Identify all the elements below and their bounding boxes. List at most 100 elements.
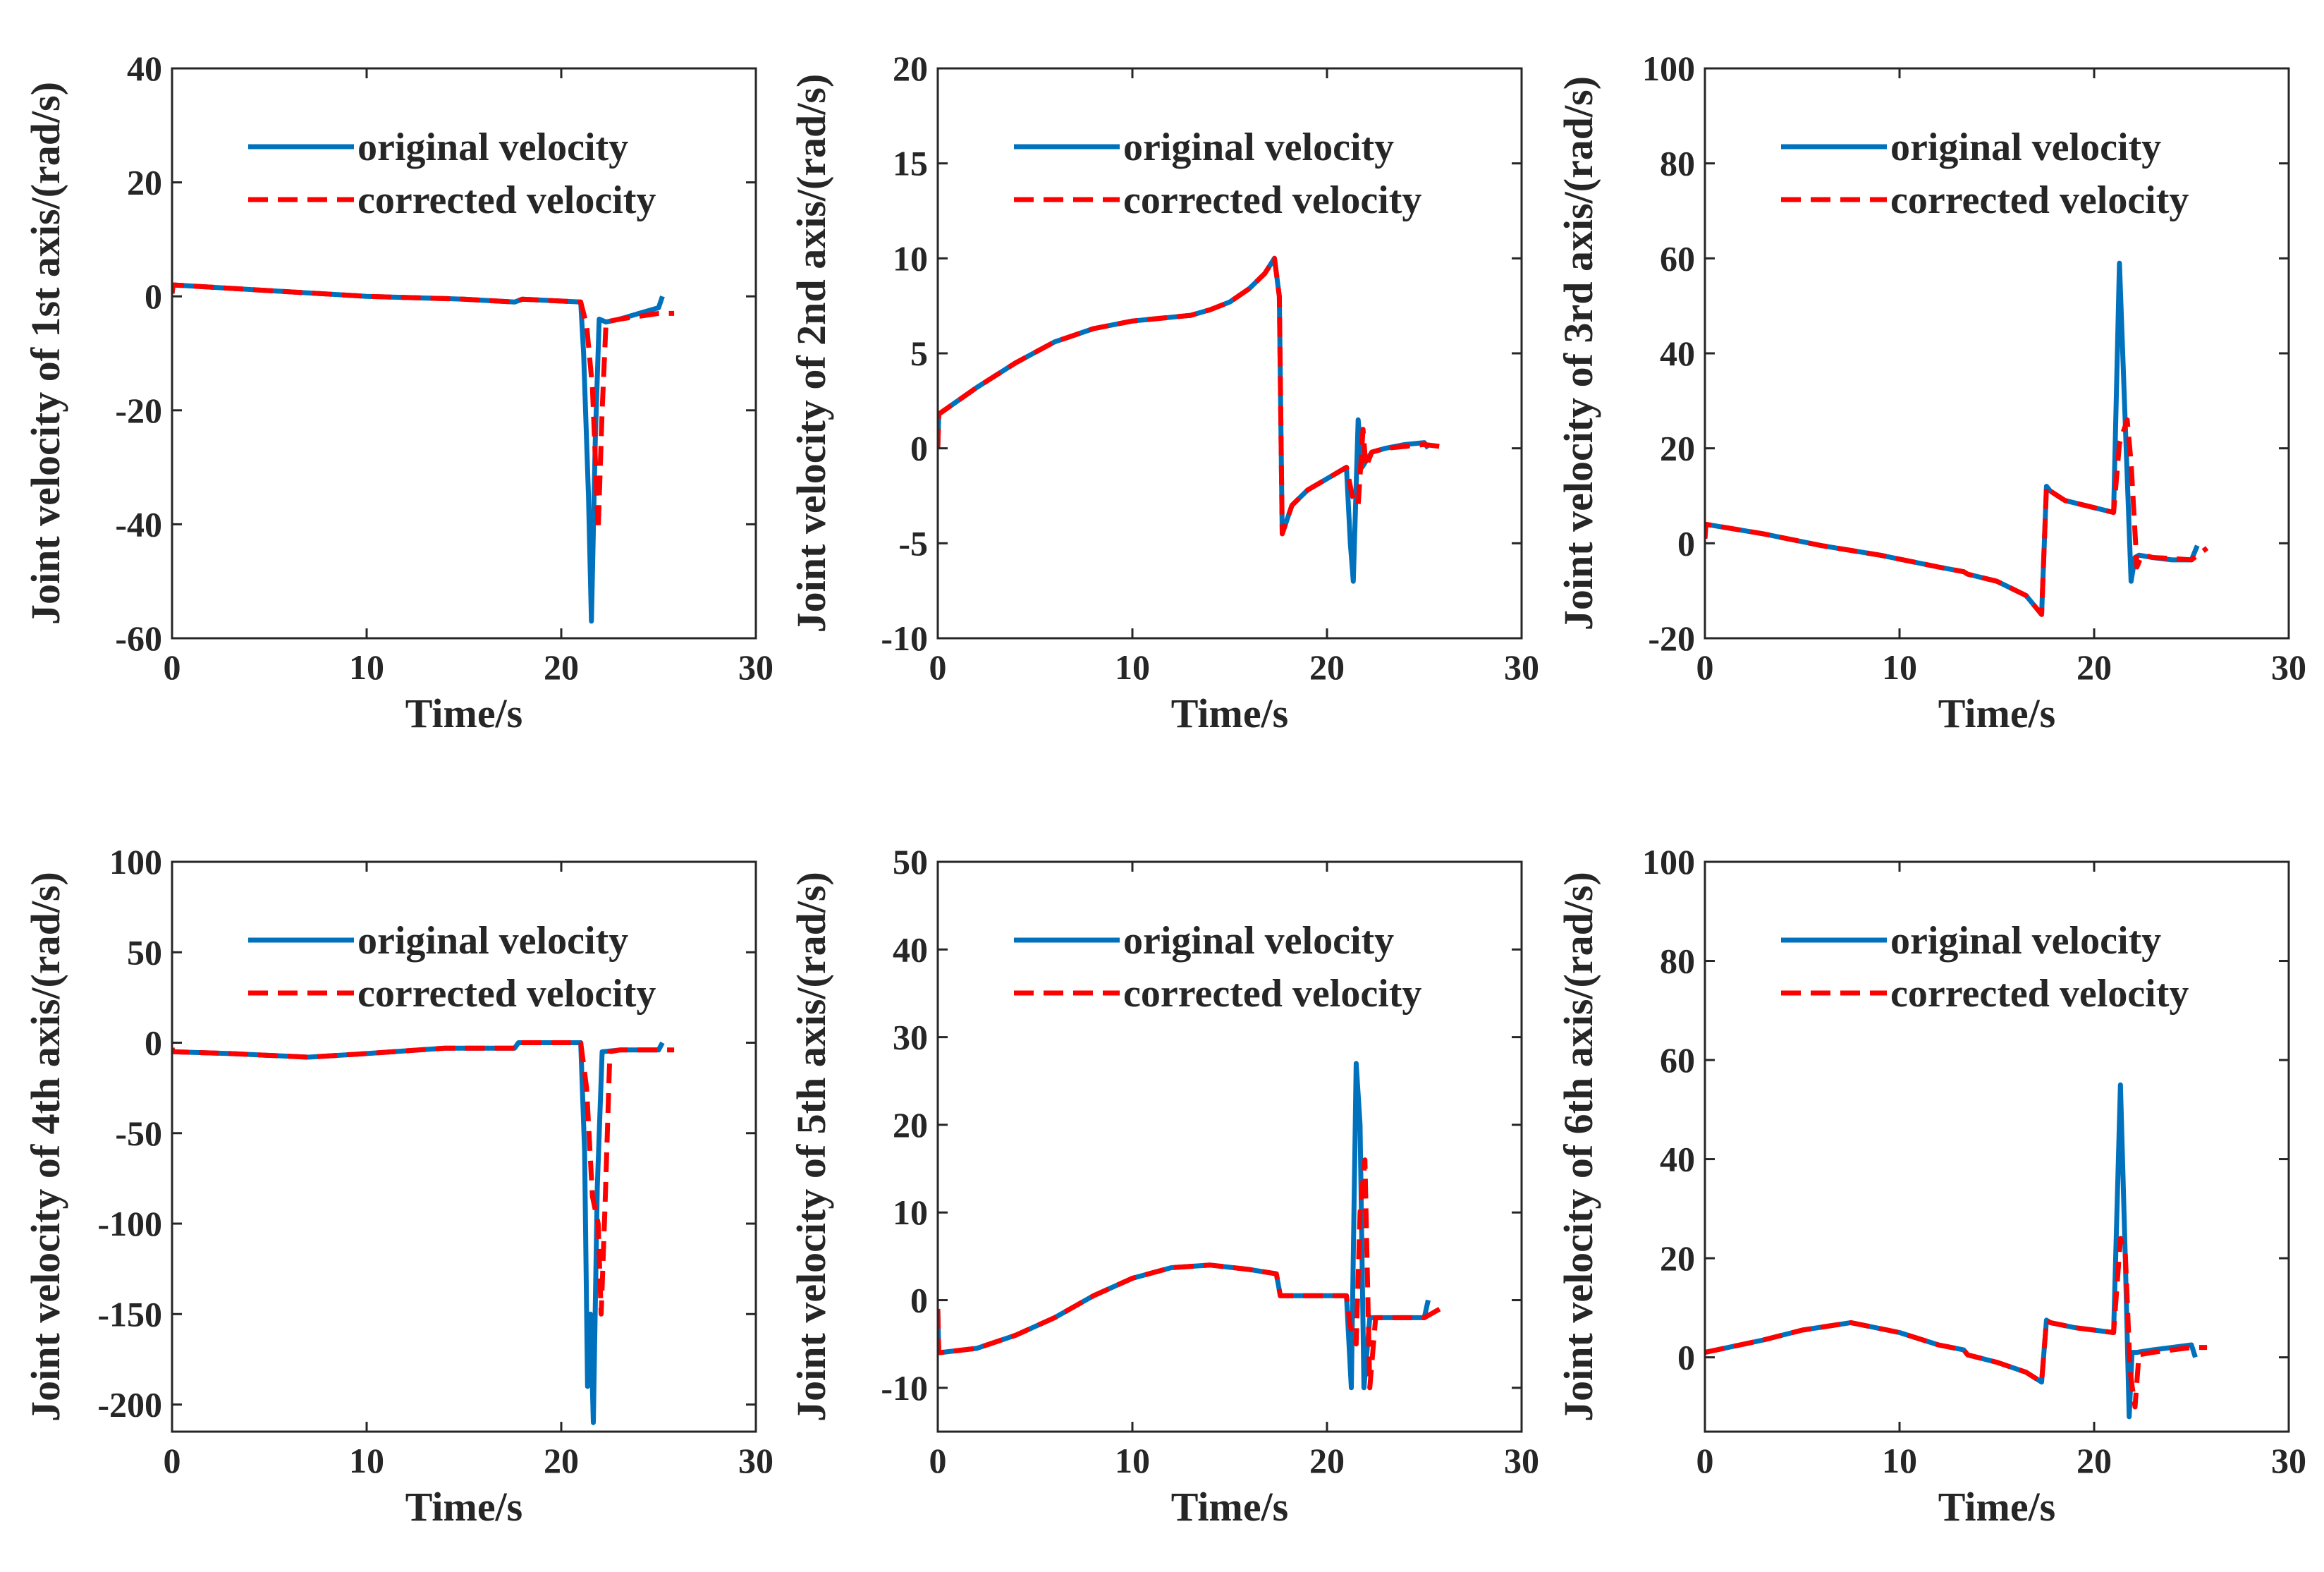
y-axis-label: Joint velocity of 3rd axis/(rad/s)	[1555, 76, 1601, 630]
y-tick-label: 60	[1660, 238, 1695, 278]
legend-label-corrected: corrected velocity	[1890, 972, 2189, 1016]
y-tick-label: -200	[97, 1385, 162, 1425]
x-tick-label: 0	[164, 1441, 181, 1480]
y-tick-label: 100	[1642, 49, 1695, 88]
y-tick-label: 15	[893, 144, 928, 183]
x-axis-label: Time/s	[1938, 690, 2056, 736]
x-tick-label: 30	[738, 1441, 773, 1480]
y-tick-label: -20	[1648, 619, 1695, 658]
legend: original velocity corrected velocity	[1781, 126, 2189, 222]
x-axis-label: Time/s	[1171, 1484, 1289, 1530]
series-line-corrected	[1705, 417, 2209, 617]
y-tick-label: 5	[910, 334, 928, 373]
y-tick-label: -100	[97, 1204, 162, 1243]
y-tick-label: 20	[893, 1105, 928, 1145]
x-tick-label: 0	[1696, 647, 1714, 687]
y-tick-label: -50	[115, 1114, 162, 1153]
y-tick-label: 80	[1660, 144, 1695, 183]
legend-label-corrected: corrected velocity	[1123, 178, 1421, 222]
y-tick-label: 50	[127, 932, 162, 972]
x-tick-label: 30	[1504, 1441, 1539, 1480]
y-tick-label: -10	[881, 619, 928, 658]
axes-box	[936, 860, 1523, 1433]
series-line-original	[1705, 260, 2200, 617]
x-tick-label: 20	[2077, 647, 2112, 687]
x-tick-label: 10	[1115, 647, 1150, 687]
x-tick-label: 10	[349, 647, 384, 687]
x-tick-label: 30	[2271, 647, 2306, 687]
y-tick-label: 10	[893, 238, 928, 278]
x-tick-label: 20	[544, 647, 579, 687]
y-axis-label: Joint velocity of 4th axis/(rad/s)	[23, 872, 68, 1422]
legend-label-original: original velocity	[357, 126, 628, 169]
axes-box	[171, 67, 757, 640]
x-tick-label: 0	[1696, 1441, 1714, 1480]
x-tick-label: 10	[1882, 647, 1917, 687]
y-tick-label: 0	[1677, 1338, 1695, 1377]
x-tick-label: 30	[2271, 1441, 2306, 1480]
legend-label-original: original velocity	[1123, 126, 1394, 169]
x-tick-label: 30	[738, 647, 773, 687]
series-line-original	[172, 1040, 665, 1425]
y-tick-label: -20	[115, 391, 162, 430]
y-tick-label: 0	[910, 1281, 928, 1320]
x-tick-label: 20	[2077, 1441, 2112, 1480]
x-tick-label: 20	[1309, 647, 1345, 687]
legend-label-corrected: corrected velocity	[1123, 972, 1421, 1016]
axes-box	[171, 860, 757, 1433]
legend-label-original: original velocity	[1890, 126, 2161, 169]
x-tick-label: 20	[1309, 1441, 1345, 1480]
legend: original velocity corrected velocity	[1781, 919, 2189, 1016]
y-tick-label: 40	[893, 930, 928, 969]
y-tick-label: 100	[109, 842, 162, 882]
y-tick-label: 0	[1677, 523, 1695, 563]
y-tick-label: -10	[881, 1368, 928, 1408]
y-tick-label: 30	[893, 1018, 928, 1057]
legend-label-original: original velocity	[1890, 919, 2161, 963]
y-tick-label: 40	[127, 49, 162, 88]
y-tick-label: 80	[1660, 942, 1695, 981]
chart-panel-4: 0 10 20 30 -200 -150 -100 -50 0 50 100 Time/s Joint …	[23, 842, 773, 1530]
legend-label-corrected: corrected velocity	[357, 178, 656, 222]
series-line-corrected	[172, 1040, 675, 1317]
axes-box	[1704, 860, 2290, 1433]
y-tick-label: 20	[1660, 429, 1695, 468]
series-line-corrected	[1705, 1236, 2208, 1410]
legend: original velocity corrected velocity	[248, 919, 656, 1016]
y-tick-label: 20	[1660, 1238, 1695, 1278]
y-tick-label: 50	[893, 842, 928, 882]
legend: original velocity corrected velocity	[1014, 126, 1421, 222]
y-tick-label: 0	[910, 429, 928, 468]
x-axis-label: Time/s	[405, 1484, 523, 1530]
legend-label-original: original velocity	[357, 919, 628, 963]
series-line-corrected	[938, 255, 1441, 537]
y-tick-label: 20	[893, 49, 928, 88]
legend-label-corrected: corrected velocity	[1890, 178, 2189, 222]
y-tick-label: 40	[1660, 334, 1695, 373]
y-tick-label: -40	[115, 504, 162, 544]
y-tick-label: 20	[127, 163, 162, 202]
x-tick-label: 10	[349, 1441, 384, 1480]
legend: original velocity corrected velocity	[1014, 919, 1421, 1016]
series-line-corrected	[172, 282, 675, 532]
y-tick-label: 60	[1660, 1040, 1695, 1080]
x-axis-label: Time/s	[1171, 690, 1289, 736]
y-axis-label: Joint velocity of 5th axis/(rad/s)	[788, 872, 834, 1422]
legend: original velocity corrected velocity	[248, 126, 656, 222]
legend-label-original: original velocity	[1123, 919, 1394, 963]
y-tick-label: -5	[898, 523, 928, 563]
chart-panel-1: 0 10 20 30 -60 -40 -20 0 20 40 Time/s Joint velocit…	[23, 49, 773, 736]
x-axis-label: Time/s	[405, 690, 523, 736]
series-line-corrected	[938, 1157, 1441, 1391]
series-line-original	[938, 255, 1431, 584]
y-axis-label: Joint velocity of 2nd axis/(rad/s)	[788, 74, 834, 633]
y-tick-label: -150	[97, 1294, 162, 1334]
x-tick-label: 0	[164, 647, 181, 687]
y-tick-label: 100	[1642, 842, 1695, 882]
x-tick-label: 0	[929, 647, 947, 687]
y-tick-label: -60	[115, 619, 162, 658]
y-tick-label: 40	[1660, 1140, 1695, 1179]
y-axis-label: Joint velocity of 6th axis/(rad/s)	[1555, 872, 1601, 1422]
